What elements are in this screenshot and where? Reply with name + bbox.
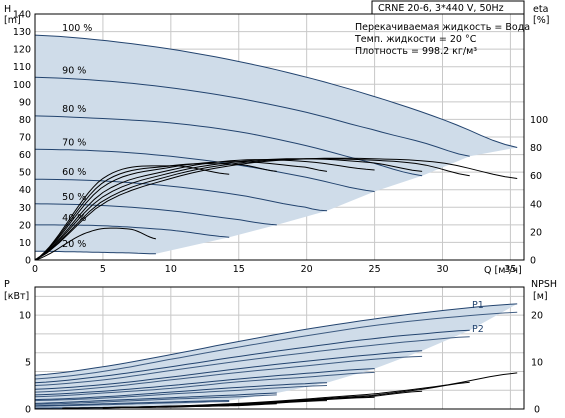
power-p2-curve (35, 311, 518, 380)
power-p1-curve (35, 350, 423, 390)
x-tick-label: 0 (32, 264, 38, 275)
x-tick-label: 20 (301, 264, 313, 275)
speed-label: 60 % (62, 167, 86, 178)
y-right-title-bottom: [%] (533, 15, 549, 26)
power-p2-curve (35, 401, 230, 407)
bottom-y-right-tick-label: 10 (531, 358, 543, 369)
y-right-title-top: eta (533, 4, 548, 15)
speed-label: 70 % (62, 137, 86, 148)
efficiency-curve (35, 158, 470, 260)
top-y-tick-label: 50 (19, 168, 31, 179)
speed-label: 40 % (62, 213, 86, 224)
top-y-right-tick-label: 40 (530, 199, 542, 210)
top-y-tick-label: 10 (19, 238, 31, 249)
head-curve-20 (35, 250, 156, 255)
temperature-annotation: Темп. жидкости = 20 °C (354, 34, 477, 45)
power-p1-curve (35, 392, 277, 404)
head-curve-70 (35, 148, 375, 192)
power-p1-curve (35, 368, 375, 396)
efficiency-curve (35, 163, 277, 260)
top-y-tick-label: 60 (19, 150, 31, 161)
efficiency-curve (35, 158, 423, 260)
top-y-tick-label: 100 (13, 80, 31, 91)
head-curve-50 (35, 203, 277, 226)
bottom-y-right-tick-label: 0 (534, 405, 540, 416)
power-p1-curve (35, 303, 518, 376)
p2-label: P2 (472, 324, 484, 335)
top-operating-region (35, 35, 518, 254)
x-tick-label: 35 (504, 264, 516, 275)
bottom-y-right-tick-label: 20 (531, 311, 543, 322)
x-tick-label: 15 (233, 264, 245, 275)
density-annotation: Плотность = 998.2 кг/м³ (355, 46, 477, 57)
x-tick-label: 25 (369, 264, 381, 275)
top-y-right-tick-label: 0 (530, 256, 536, 267)
top-y-tick-label: 40 (19, 185, 31, 196)
bottom-y-tick-label: 10 (19, 311, 31, 322)
p-axis-title-top: P (4, 279, 10, 290)
p1-label: P1 (472, 300, 484, 311)
power-p2-curve (35, 336, 470, 386)
power-p1-curve (35, 382, 328, 401)
top-y-right-tick-label: 100 (530, 115, 548, 126)
x-tick-label: 10 (165, 264, 177, 275)
power-p2-curve (35, 355, 423, 393)
top-y-tick-label: 0 (25, 256, 31, 267)
liquid-annotation: Перекачиваемая жидкость = Вода (355, 22, 530, 33)
top-y-tick-label: 20 (19, 220, 31, 231)
top-y-tick-label: 90 (19, 97, 31, 108)
x-tick-label: 5 (100, 264, 106, 275)
top-plot-frame (34, 13, 525, 261)
bottom-plot-frame (34, 286, 525, 410)
top-y-tick-label: 80 (19, 115, 31, 126)
chart-title: CRNE 20-6, 3*440 V, 50Hz (378, 3, 504, 14)
x-tick-label: 30 (436, 264, 448, 275)
head-curve-100 (35, 34, 518, 148)
bottom-y-tick-label: 0 (25, 405, 31, 416)
npsh-axis-title-bottom: [м] (533, 291, 548, 302)
top-y-tick-label: 70 (19, 133, 31, 144)
efficiency-curve (35, 227, 157, 260)
top-y-tick-label: 30 (19, 203, 31, 214)
power-p1-curve (35, 329, 470, 384)
speed-label: 100 % (62, 23, 92, 34)
power-p2-curve (35, 371, 375, 398)
top-y-tick-label: 110 (13, 62, 31, 73)
top-y-right-tick-label: 20 (530, 227, 542, 238)
x-axis-title: Q [м³/ч] (484, 265, 522, 276)
speed-label: 20 % (62, 239, 86, 250)
speed-label: 80 % (62, 104, 86, 115)
speed-label: 50 % (62, 192, 86, 203)
top-y-right-tick-label: 80 (530, 143, 542, 154)
title-box (371, 0, 525, 15)
y-left-title-top: H (4, 4, 11, 15)
efficiency-curve (35, 157, 518, 260)
y-left-title-bottom: [m] (4, 15, 21, 26)
speed-label: 90 % (62, 65, 86, 76)
npsh-curve (62, 406, 156, 409)
efficiency-curve (35, 165, 230, 260)
top-y-tick-label: 140 (13, 10, 31, 21)
head-curve-90 (35, 76, 470, 157)
head-curve-60 (35, 178, 328, 212)
p-axis-title-bottom: [кВт] (4, 291, 29, 302)
efficiency-curve (35, 161, 328, 260)
power-p2-curve (35, 385, 328, 402)
npsh-axis-title-top: NPSH (531, 279, 557, 290)
power-p2-curve (35, 394, 277, 405)
top-y-right-tick-label: 60 (530, 171, 542, 182)
top-y-tick-label: 120 (13, 45, 31, 56)
top-y-tick-label: 130 (13, 27, 31, 38)
power-p1-curve (35, 400, 230, 407)
bottom-y-tick-label: 5 (25, 358, 31, 369)
